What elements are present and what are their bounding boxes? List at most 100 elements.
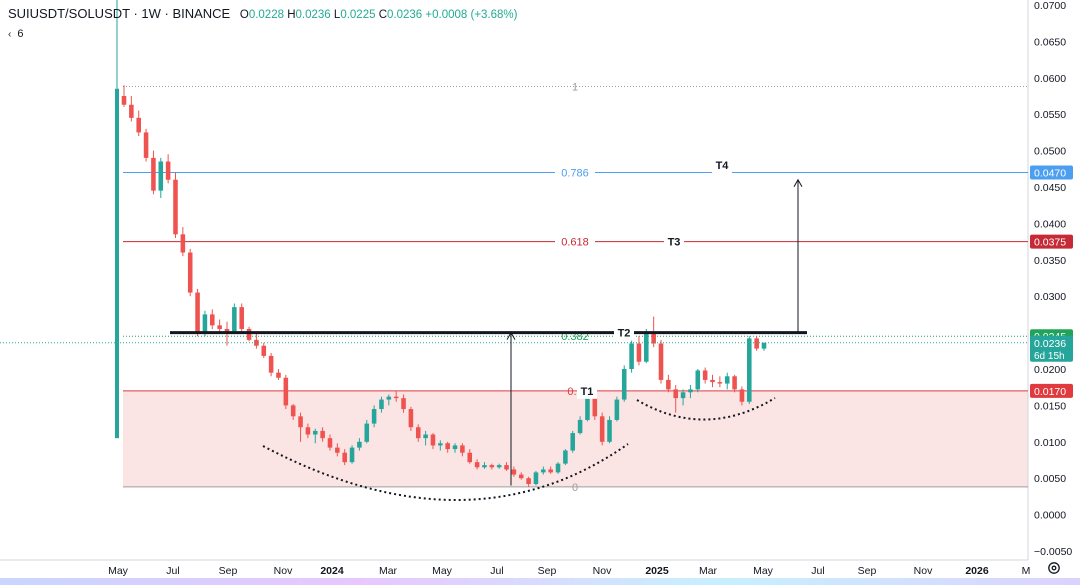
candle: [621, 369, 627, 400]
candle: [585, 398, 590, 420]
candle: [173, 179, 178, 235]
price-tick: 0.0400: [1034, 218, 1066, 230]
candle: [312, 430, 318, 435]
time-tick: Nov: [914, 565, 933, 577]
price-badge-label: 0.0170: [1034, 386, 1066, 398]
candle: [570, 433, 576, 451]
cup-arc: [262, 443, 629, 501]
symbol-title[interactable]: SUIUSDT/SOLUSDT · 1W · BINANCE: [8, 6, 231, 21]
candle: [246, 328, 252, 340]
candle: [644, 332, 649, 362]
low-value: 0.0225: [340, 9, 376, 21]
candle: [754, 338, 759, 349]
chevron-left-icon[interactable]: ‹: [8, 29, 12, 40]
bottom-strip: [0, 578, 1080, 585]
candle: [415, 427, 421, 439]
fib-label-0.382: 0.382: [561, 331, 589, 343]
candle: [393, 396, 399, 399]
candle: [747, 338, 752, 402]
t4-label: T4: [716, 160, 730, 172]
candle: [548, 469, 553, 473]
candle: [592, 398, 598, 417]
first-candle: [115, 88, 119, 439]
time-tick: Sep: [538, 565, 557, 577]
candle: [474, 462, 480, 468]
candle: [335, 447, 340, 453]
candle: [511, 469, 517, 475]
candle: [423, 434, 428, 439]
time-tick: Nov: [593, 565, 612, 577]
change-value: +0.0008 (+3.68%): [425, 9, 518, 21]
measure-arrow-left-head: [506, 331, 516, 340]
candle: [195, 292, 200, 333]
fib-label-0.618: 0.618: [561, 237, 589, 249]
t3-label-bg: [664, 236, 684, 250]
candle: [239, 307, 244, 329]
candle: [224, 328, 230, 333]
candle: [121, 96, 127, 105]
candle: [349, 447, 355, 463]
time-tick: Mar: [699, 565, 718, 577]
time-tick: Nov: [274, 565, 293, 577]
price-badge: [1030, 335, 1073, 362]
indicator-toggle[interactable]: ‹ 6: [8, 28, 23, 40]
t2-label-bg: [614, 327, 634, 341]
candle: [261, 345, 267, 356]
ohlc-values: O0.0228 H0.0236 L0.0225 C0.0236 +0.0008 …: [240, 9, 518, 21]
t1-label: T1: [581, 386, 594, 398]
time-tick: 2026: [965, 565, 989, 577]
price-badge: [1030, 165, 1073, 180]
candle: [364, 423, 370, 442]
candle: [607, 419, 612, 442]
t4-label-bg: [712, 160, 732, 174]
price-badge: [1030, 383, 1073, 398]
fib-label-0.786: 0.786: [561, 167, 589, 179]
price-tick: 0.0550: [1034, 109, 1066, 121]
price-tick: −0.0050: [1034, 546, 1072, 558]
candle: [599, 416, 605, 442]
gear-icon[interactable]: [1047, 561, 1061, 575]
pink-zone: [123, 390, 1028, 487]
candle: [666, 379, 671, 390]
candle: [438, 443, 443, 446]
candle: [143, 132, 149, 158]
price-tick: 0.0000: [1034, 510, 1066, 522]
candle: [401, 398, 406, 410]
candle: [467, 452, 473, 463]
candle: [232, 307, 237, 333]
candle: [276, 372, 281, 378]
candle: [386, 396, 392, 400]
price-tick: 0.0150: [1034, 400, 1066, 412]
time-tick: Sep: [858, 565, 877, 577]
candle: [445, 443, 450, 450]
candle: [136, 117, 141, 133]
price-tick: 0.0650: [1034, 36, 1066, 48]
candle: [629, 343, 634, 369]
candle: [151, 157, 156, 191]
candle: [651, 332, 656, 344]
price-tick: 0.0350: [1034, 255, 1066, 267]
fib-label-0: 0: [572, 482, 578, 494]
candle: [533, 472, 539, 485]
time-tick: Sep: [219, 565, 238, 577]
candle: [739, 389, 745, 402]
time-tick: May: [432, 565, 453, 577]
measure-arrow-right-head: [793, 178, 803, 187]
time-tick: M: [1022, 565, 1031, 577]
price-tick: 0.0100: [1034, 437, 1066, 449]
candle: [732, 376, 737, 390]
time-tick: Jul: [166, 565, 179, 577]
price-tick: 0.0450: [1034, 182, 1066, 194]
close-label: C: [378, 9, 388, 21]
candle: [541, 469, 546, 473]
candle: [209, 314, 215, 326]
countdown-label: 6d 15h: [1034, 351, 1065, 362]
candle: [129, 104, 134, 118]
candle: [482, 465, 487, 468]
price-badge-label: 0.0470: [1034, 167, 1066, 179]
price-badge-label: 0.0236: [1034, 338, 1066, 350]
indicator-count: 6: [17, 28, 24, 40]
candle: [460, 445, 465, 453]
fib-label-bg: [555, 165, 595, 180]
